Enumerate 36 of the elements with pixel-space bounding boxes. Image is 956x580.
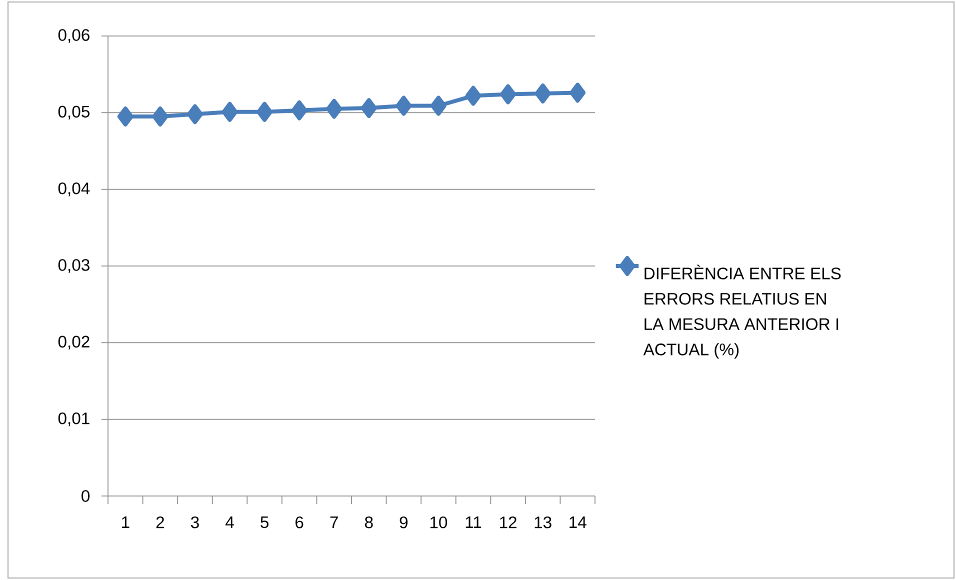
x-tick-label: 3 [190, 516, 199, 528]
y-tick-label: 0 [82, 490, 90, 502]
point [465, 86, 482, 106]
y-tick-label: 0,06 [58, 29, 90, 43]
y-tick-label: 0,05 [58, 106, 90, 120]
x-tick-label: 12 [500, 516, 516, 528]
x-tick-label: 11 [466, 516, 482, 528]
y-tick-label: 0,03 [58, 259, 90, 273]
point [534, 83, 551, 104]
y-tick-label: 0,02 [58, 336, 90, 350]
point [291, 100, 308, 120]
x-tick-label: 9 [400, 516, 408, 528]
point [117, 106, 134, 126]
point [500, 84, 516, 104]
x-tick-label: 8 [364, 516, 373, 528]
point [570, 82, 586, 103]
point [186, 104, 203, 124]
point [430, 96, 446, 116]
y-tick-label: 0,04 [58, 182, 90, 196]
point [396, 96, 412, 116]
x-tick-label: 5 [260, 516, 268, 528]
x-tick-label: 6 [296, 516, 304, 528]
point [222, 102, 238, 122]
x-tick-label: 13 [534, 516, 552, 528]
y-tick-label: 0,01 [58, 412, 90, 426]
x-tick-label: 4 [226, 516, 234, 528]
x-tick-label: 14 [570, 516, 586, 528]
x-tick-label: 2 [156, 516, 164, 528]
x-tick-label: 7 [330, 516, 338, 528]
point [326, 98, 342, 119]
point [360, 98, 377, 118]
point [256, 102, 273, 122]
point [152, 106, 168, 126]
x-tick-label: 10 [430, 516, 448, 528]
legend-label: DIFERÈNCIA ENTRE ELS ERRORS RELATIUS EN LA MESURA ANTERIOR I ACTUAL (%) [643, 264, 841, 359]
x-tick-label: 1 [122, 516, 130, 528]
